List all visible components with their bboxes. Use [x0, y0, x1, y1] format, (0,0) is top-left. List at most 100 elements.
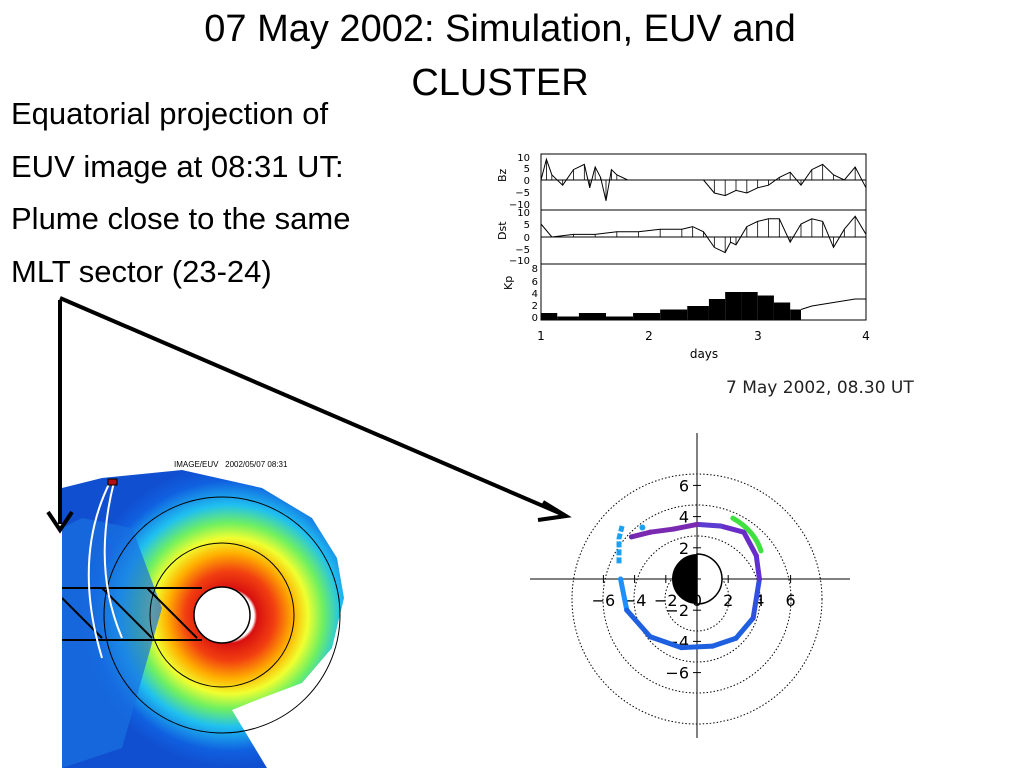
orbit-point [678, 645, 684, 651]
bz-tick: 10 [517, 153, 530, 164]
x-tick: 4 [862, 329, 870, 343]
orbit-track-segment [733, 615, 756, 641]
orbit-x-tick-label: 4 [754, 591, 764, 610]
orbit-x-tick-label: 2 [723, 591, 733, 610]
x-tick: 3 [754, 329, 762, 343]
orbit-x-tick-label: −6 [592, 591, 616, 610]
dst-tick: −10 [509, 256, 530, 267]
x-axis-label: days [690, 347, 718, 361]
kp-bar [757, 295, 774, 320]
x-tick: 1 [537, 329, 545, 343]
euv-image-label: IMAGE/EUV 2002/05/07 08:31 [174, 460, 288, 469]
kp-bar [557, 316, 579, 320]
dst-tick: 10 [517, 208, 530, 219]
orbit-track-segment [753, 553, 762, 582]
orbit-track-segment [741, 529, 759, 559]
orbit-track-segment [628, 529, 653, 540]
kp-bar [541, 313, 558, 320]
orbit-point [618, 576, 624, 582]
kp-tick: 0 [532, 313, 538, 324]
kp-bar [660, 309, 688, 320]
orbit-point [753, 553, 759, 559]
orbit-point [639, 524, 646, 531]
orbit-point [756, 576, 762, 582]
dst-tick: 5 [524, 220, 530, 231]
orbit-point [628, 534, 634, 540]
orbit-plot-title: 7 May 2002, 08.30 UT [726, 378, 914, 398]
earth-night-side [672, 554, 697, 604]
body-line: Plume close to the same [11, 201, 351, 236]
kp-bar [578, 313, 606, 320]
euv-image: IMAGE/EUV 2002/05/07 08:31 [62, 448, 350, 768]
orbit-track-segment [647, 634, 684, 651]
body-line: MLT sector (23-24) [11, 253, 272, 289]
kp-bar [741, 292, 758, 320]
dst-line [540, 215, 867, 254]
dst-tick: −5 [515, 245, 530, 256]
kp-tick: 4 [532, 289, 538, 300]
arrow-line-right [59, 296, 565, 517]
orbit-track-segment [671, 521, 700, 532]
orbit-point [750, 615, 756, 621]
orbit-y-tick-label: 6 [679, 476, 689, 495]
orbit-point [717, 523, 723, 529]
orbit-point [710, 643, 716, 649]
orbit-point [741, 529, 747, 535]
kp-bar [725, 292, 742, 320]
kp-axis-label: Kp [502, 276, 515, 290]
orbit-track-segment [750, 576, 762, 621]
orbit-track-segment [624, 607, 653, 640]
orbit-track-segment [717, 523, 747, 535]
bz-tick: −10 [509, 200, 530, 211]
kp-bar [606, 316, 634, 320]
orbit-point [694, 521, 700, 527]
bz-tick: −5 [515, 188, 530, 199]
orbit-x-tick-label: 6 [786, 591, 796, 610]
kp-step-line [800, 298, 866, 310]
orbit-y-tick-label: −6 [665, 664, 689, 683]
kp-bar [708, 299, 726, 320]
euv-plasmasphere-graphic [62, 470, 344, 768]
orbit-track-segment [647, 526, 677, 535]
slide-title: 07 May 2002: Simulation, EUV and CLUSTER [204, 8, 796, 104]
orbit-track-segment [694, 521, 723, 529]
orbit-point [733, 635, 739, 641]
orbit-x-tick-label: 0 [692, 591, 702, 610]
kp-tick: 2 [532, 301, 538, 312]
orbit-point [624, 607, 630, 613]
orbit-y-tick-label: 2 [679, 539, 689, 558]
arrow-head-icon [46, 510, 74, 534]
orbit-track-green [730, 515, 764, 554]
body-line: EUV image at 08:31 UT: [11, 148, 344, 184]
orbit-x-tick-label: −2 [654, 591, 678, 610]
orbit-track-segment [618, 576, 630, 613]
orbit-track-segment [710, 635, 739, 649]
bz-axis-label: Bz [496, 168, 509, 182]
orbit-x-tick-label: −4 [623, 591, 647, 610]
orbit-y-tick-label: 0 [679, 570, 689, 589]
slide-body: Equatorial projection of EUV image at 08… [11, 88, 350, 298]
kp-bar [773, 302, 791, 320]
orbit-point [671, 526, 677, 532]
kp-bar [687, 306, 709, 320]
kp-tick: 8 [532, 264, 538, 275]
orbit-track-cyan [616, 525, 625, 564]
arrow-head-icon [537, 500, 572, 522]
bz-tick: 5 [524, 164, 530, 175]
orbit-point [647, 634, 653, 640]
orbit-y-tick-label: 4 [679, 508, 689, 527]
kp-bar [633, 313, 661, 320]
indices-chart: Bz Dst Kp 10 5 0 −5 −10 10 5 0 −5 −10 8 … [496, 153, 870, 361]
orbit-point [647, 529, 653, 535]
orbit-track-segment [678, 643, 716, 651]
kp-bar [790, 309, 801, 320]
body-line: Equatorial projection of [11, 96, 329, 131]
dst-axis-label: Dst [496, 221, 509, 240]
dst-tick: 0 [524, 233, 530, 244]
x-tick: 2 [645, 329, 653, 343]
earth-day-side [696, 553, 723, 605]
bz-line [540, 157, 867, 201]
orbit-y-tick-label: −2 [665, 601, 689, 620]
